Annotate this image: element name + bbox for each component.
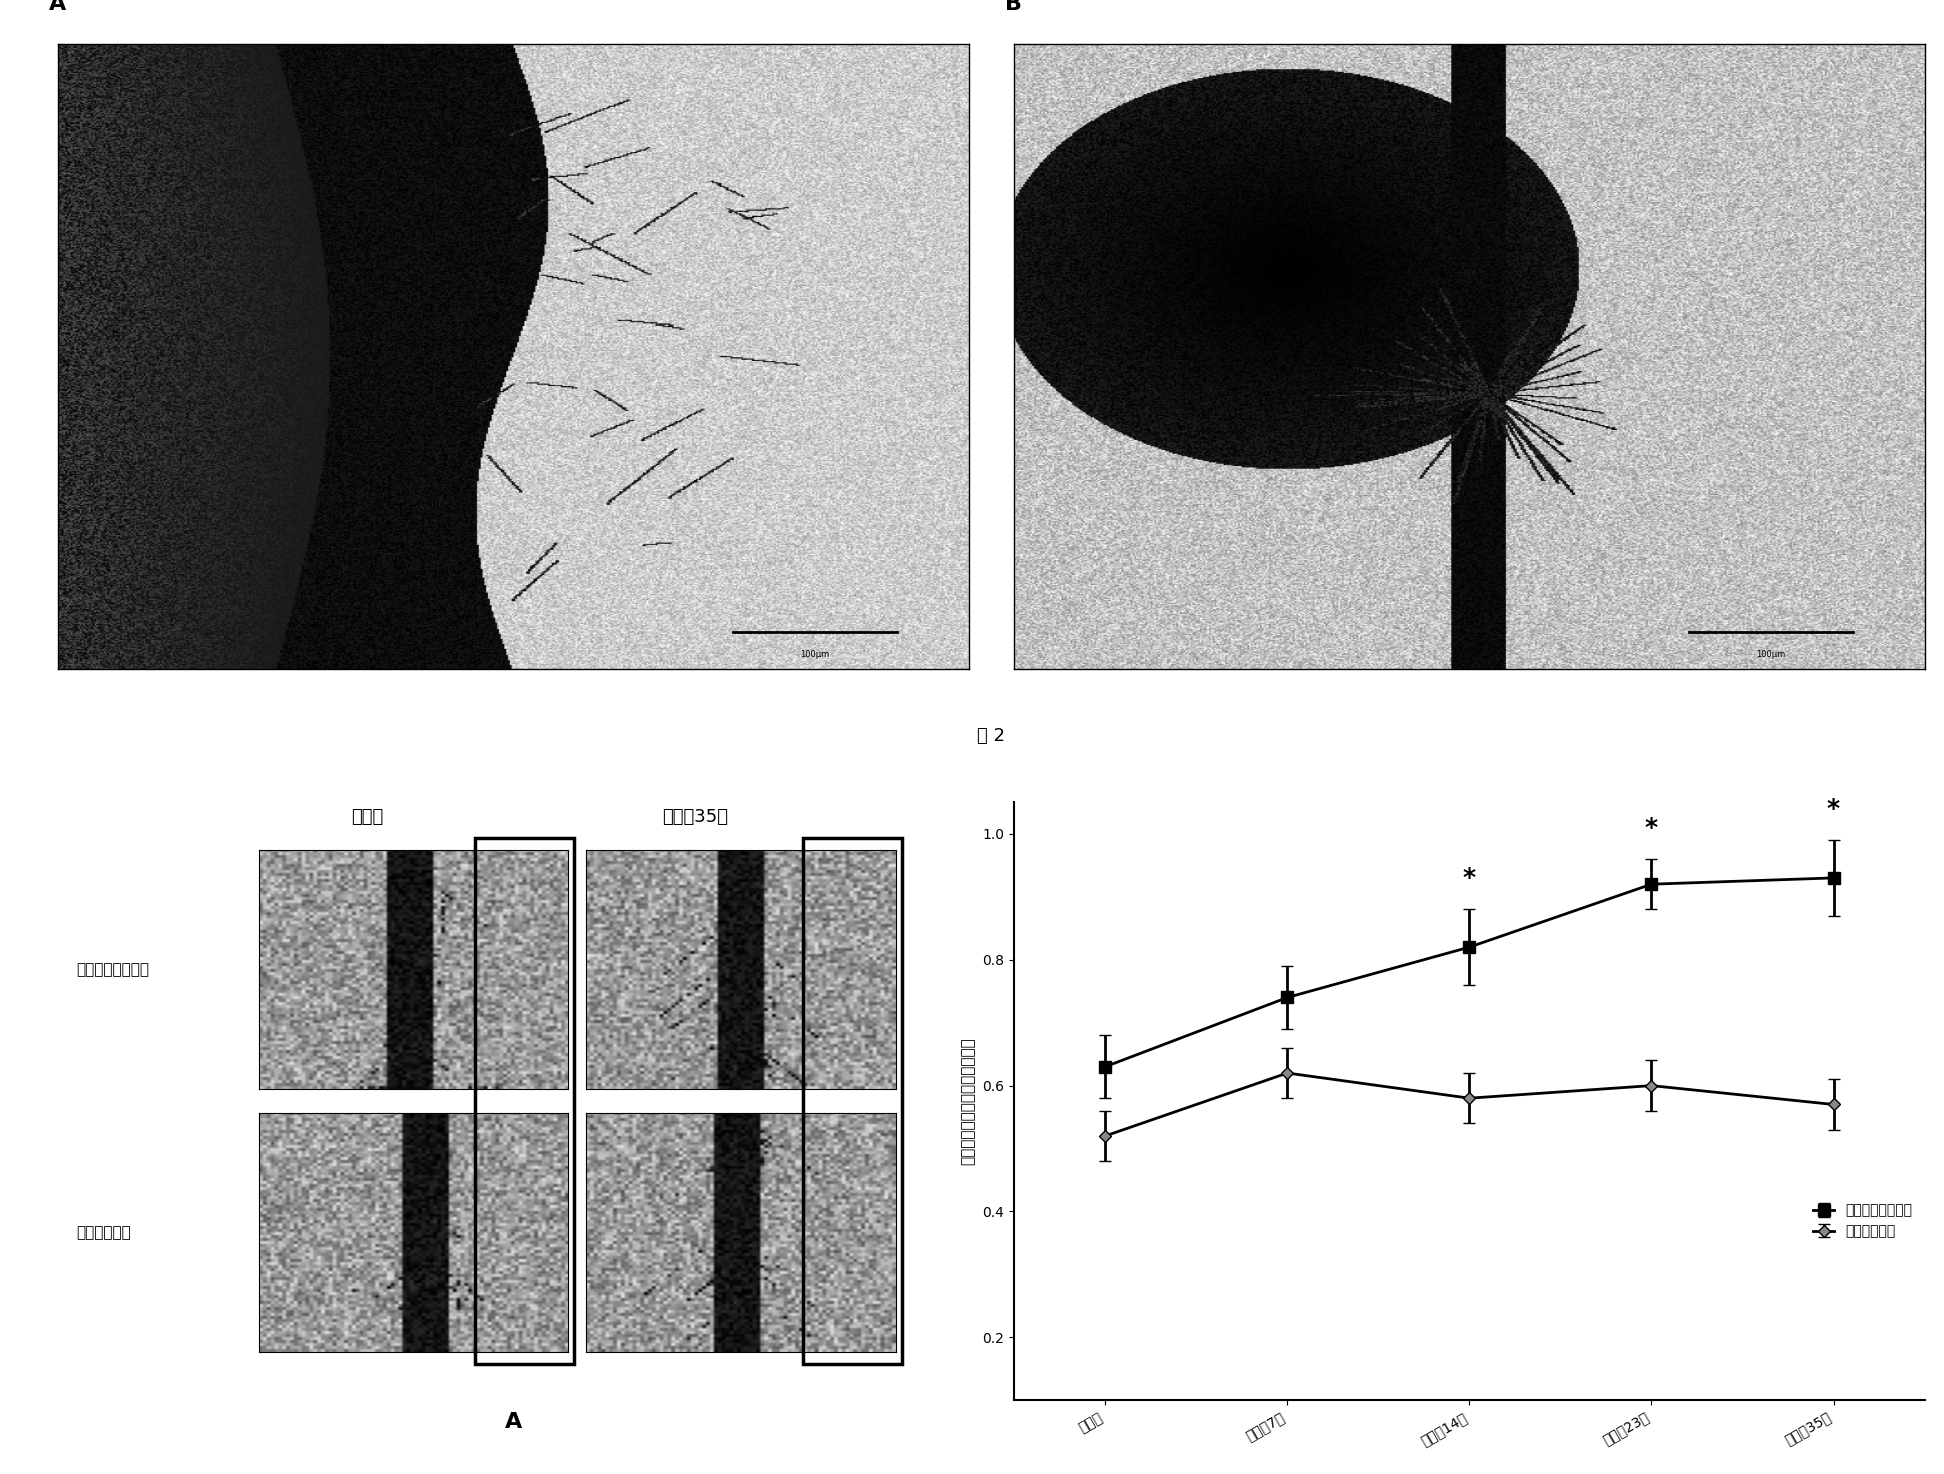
Text: 安慰剂对照组: 安慰剂对照组 [76, 1225, 132, 1241]
Text: 图 2: 图 2 [978, 727, 1005, 744]
Text: 促血管新生制剂组: 促血管新生制剂组 [76, 963, 150, 977]
Text: A: A [49, 0, 66, 15]
Text: 治疗后35天: 治疗后35天 [661, 808, 727, 827]
Bar [803, 839, 902, 1365]
Legend: 促血管新生制剂组, 安慰剂对照组: 促血管新生制剂组, 安慰剂对照组 [1808, 1198, 1917, 1244]
Text: 100μm: 100μm [1755, 650, 1785, 659]
Text: 治疗前: 治疗前 [350, 808, 383, 827]
Bar [474, 839, 573, 1365]
Text: *: * [1827, 797, 1841, 821]
Text: 100μm: 100μm [801, 650, 830, 659]
Y-axis label: 缺血后肢血流（相对正常血流）: 缺血后肢血流（相对正常血流） [960, 1038, 976, 1166]
Text: *: * [1645, 817, 1658, 840]
Text: *: * [1462, 867, 1475, 890]
Text: A: A [505, 1412, 523, 1433]
Text: B: B [1005, 0, 1023, 15]
